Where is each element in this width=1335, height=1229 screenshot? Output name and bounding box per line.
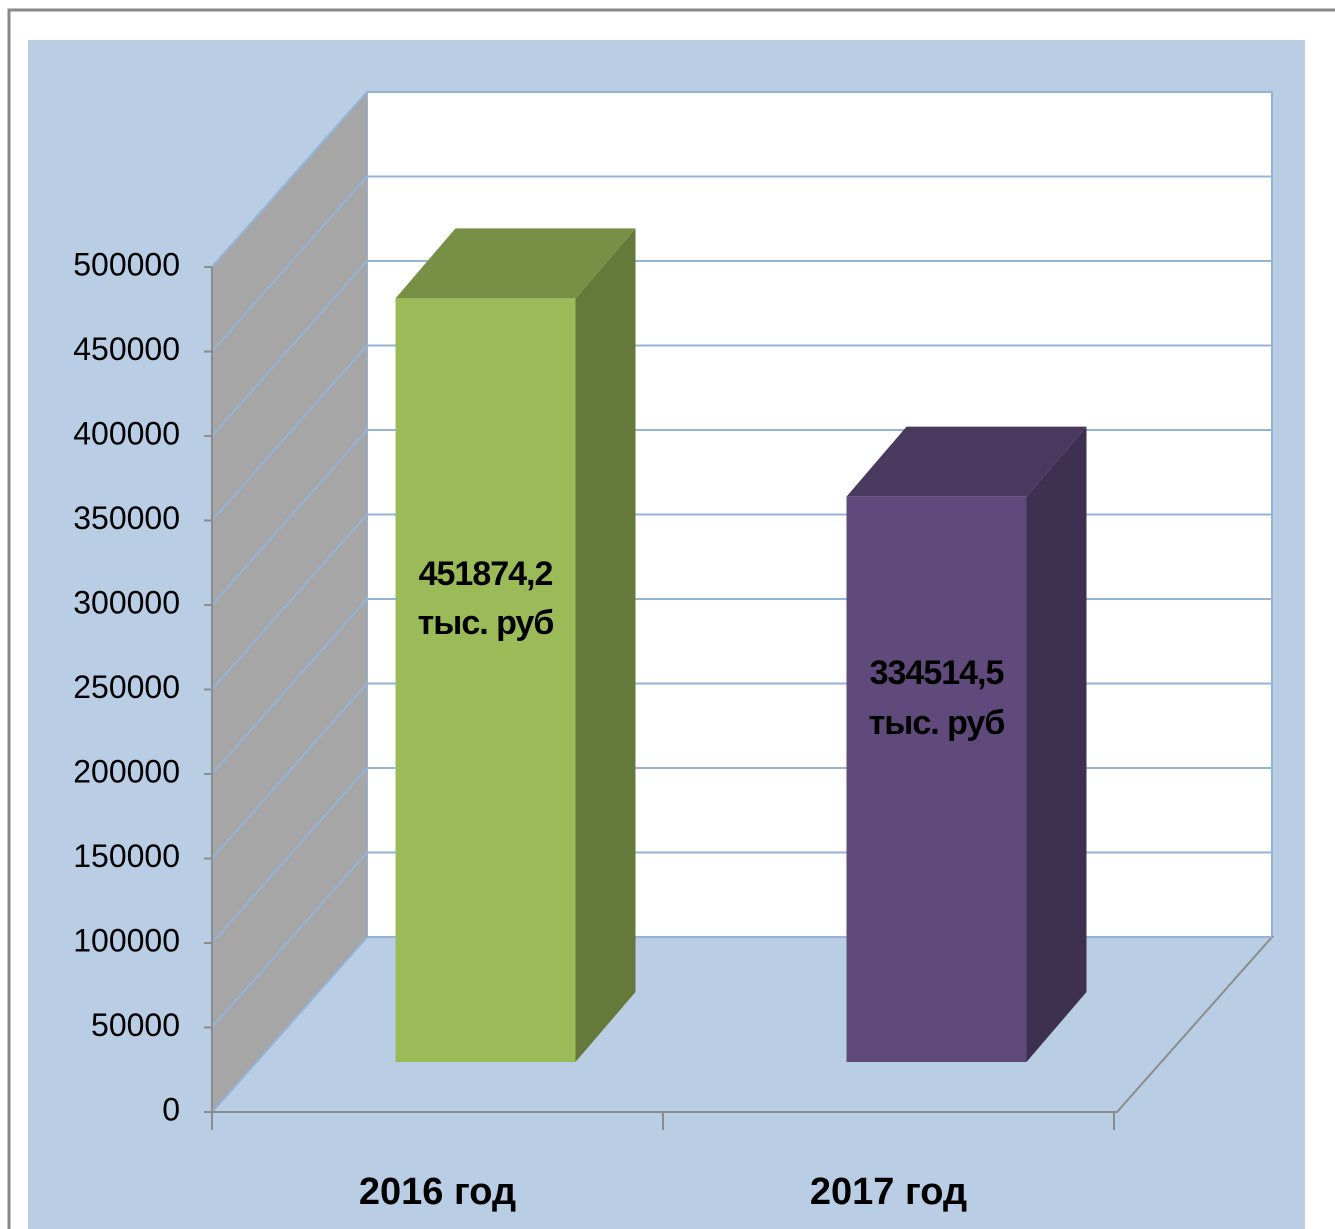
side-grid-line <box>211 260 368 437</box>
side-grid-line <box>211 175 368 353</box>
y-tick-label: 350000 <box>73 500 180 536</box>
side-grid-line <box>211 767 368 944</box>
y-tick-label: 450000 <box>73 331 180 367</box>
y-tick-label: 500000 <box>73 246 180 282</box>
y-tick-label: 300000 <box>73 584 180 620</box>
y-tick-label: 150000 <box>73 838 180 874</box>
side-grid-line <box>211 851 368 1029</box>
bar <box>846 426 1087 1062</box>
bar-top <box>846 426 1087 497</box>
y-tick-label: 400000 <box>73 415 180 451</box>
bar-top <box>395 228 636 299</box>
side-grid-line <box>211 598 368 775</box>
side-grid-line <box>211 513 368 691</box>
y-tick-label: 50000 <box>91 1007 180 1043</box>
bar-side <box>575 228 636 1063</box>
value-label: 334514,5 тыс. руб <box>868 654 1006 742</box>
side-grid-line <box>211 91 368 268</box>
value-label-box: 334514,5 тыс. руб <box>868 654 1006 742</box>
bar-side <box>1026 426 1087 1062</box>
side-grid-line <box>211 344 368 522</box>
y-tick-label: 250000 <box>73 669 180 705</box>
y-tick-label: 100000 <box>73 922 180 958</box>
bar-front <box>846 496 1027 1062</box>
bar <box>395 228 636 1063</box>
y-tick-label: 200000 <box>73 753 180 789</box>
y-tick-label: 0 <box>162 1091 180 1127</box>
x-tick-label: 2016 год <box>359 1171 516 1213</box>
floor <box>209 936 1275 1113</box>
side-grid-line <box>211 682 368 860</box>
x-tick-label: 2017 год <box>810 1171 967 1213</box>
bar-front <box>395 298 576 1062</box>
side-grid-line <box>211 429 368 606</box>
value-label-box: 451874,2 тыс. руб <box>417 555 555 643</box>
value-label: 451874,2 тыс. руб <box>417 555 555 643</box>
side-grid-line <box>211 936 368 1113</box>
